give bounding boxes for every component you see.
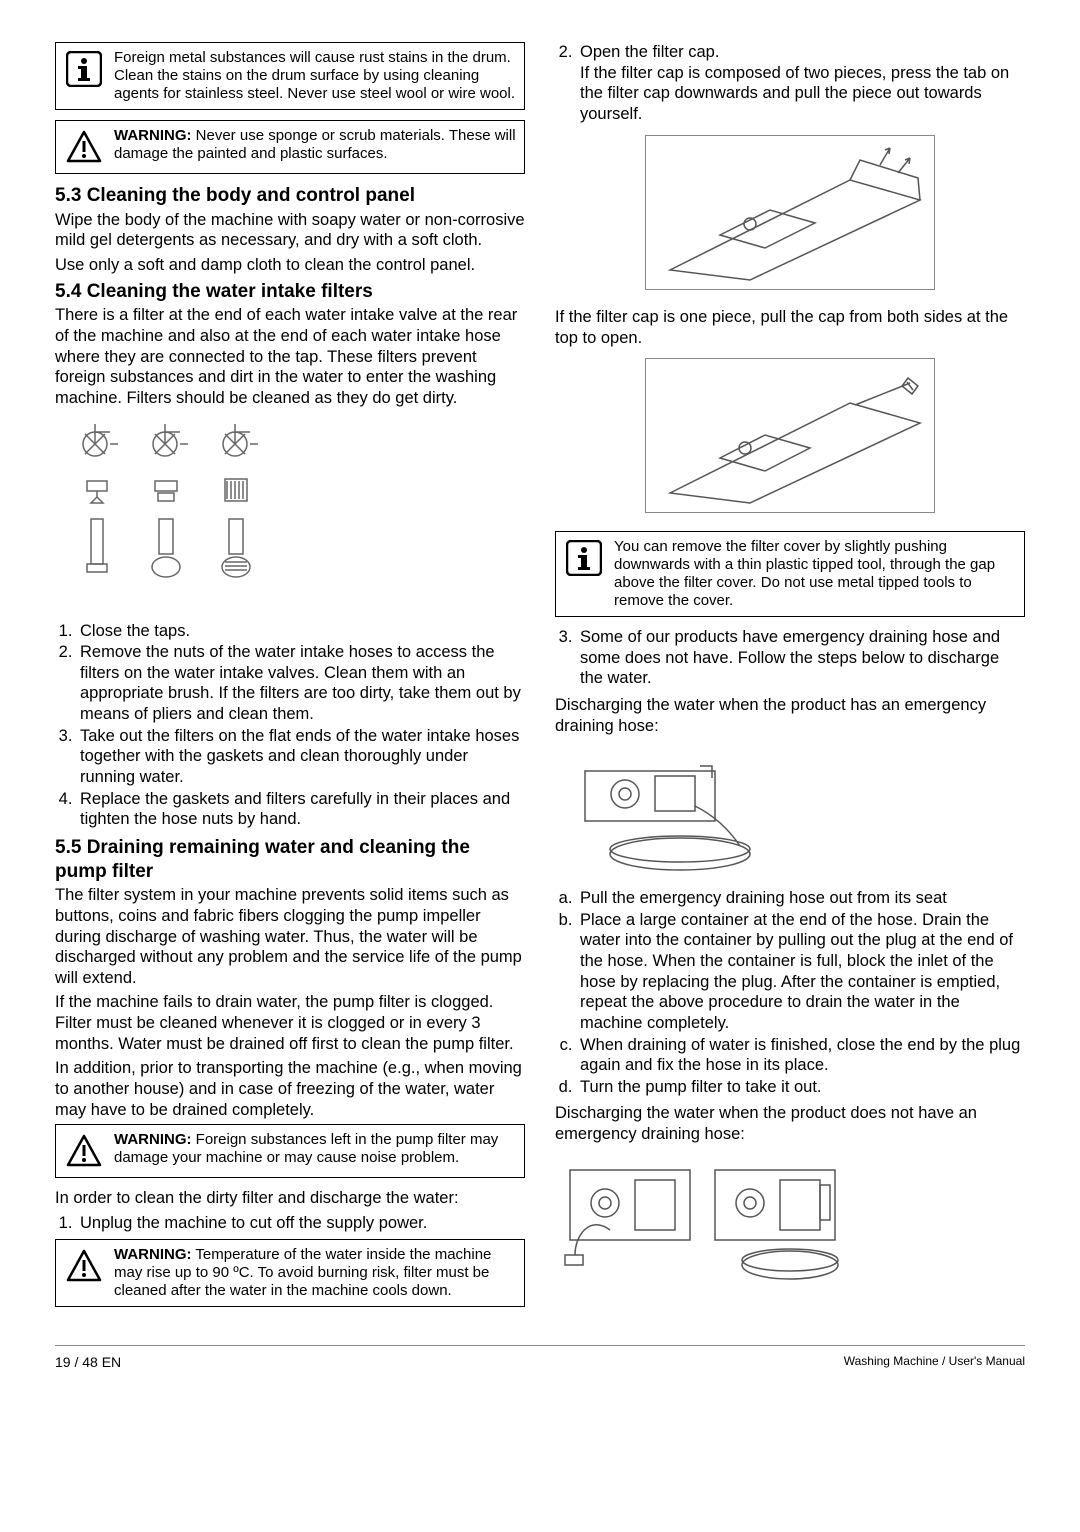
list-continued: Open the filter cap. If the filter cap i… [555,42,1025,125]
warning-text: WARNING: Never use sponge or scrub mater… [114,127,516,163]
figure-filter-cap-one-piece [555,358,1025,519]
list-item: Replace the gaskets and filters carefull… [77,789,525,830]
info-icon [564,538,604,578]
paragraph: The filter system in your machine preven… [55,885,525,988]
list-item: Take out the filters on the flat ends of… [77,726,525,788]
list-item: Turn the pump filter to take it out. [577,1077,1025,1098]
figure-water-filters [55,419,525,609]
warning-text: WARNING: Temperature of the water inside… [114,1246,516,1300]
list-item: Unplug the machine to cut off the supply… [77,1213,525,1234]
heading-5-3: 5.3 Cleaning the body and control panel [55,184,525,208]
page-number: 19 / 48 EN [55,1354,121,1372]
list-5-4: Close the taps. Remove the nuts of the w… [55,621,525,830]
paragraph: Discharging the water when the product d… [555,1103,1025,1144]
warning-callout: WARNING: Foreign substances left in the … [55,1124,525,1178]
list-5-5: Unplug the machine to cut off the supply… [55,1213,525,1234]
warning-icon [64,127,104,167]
list-item: Close the taps. [77,621,525,642]
left-column: Foreign metal substances will cause rust… [55,42,525,1317]
figure-filter-cap-two-piece [555,135,1025,296]
right-column: Open the filter cap. If the filter cap i… [555,42,1025,1317]
list-item: Pull the emergency draining hose out fro… [577,888,1025,909]
info-callout: Foreign metal substances will cause rust… [55,42,525,110]
heading-5-5: 5.5 Draining remaining water and cleanin… [55,836,525,884]
paragraph: In order to clean the dirty filter and d… [55,1188,525,1209]
info-text: You can remove the filter cover by sligh… [614,538,1016,610]
list-item: Some of our products have emergency drai… [577,627,1025,689]
figure-emergency-hose [555,746,1025,876]
figure-no-emergency-hose [555,1155,1025,1290]
list-alpha: Pull the emergency draining hose out fro… [555,888,1025,1097]
info-text: Foreign metal substances will cause rust… [114,49,516,103]
heading-5-4: 5.4 Cleaning the water intake filters [55,280,525,304]
warning-callout: WARNING: Temperature of the water inside… [55,1239,525,1307]
list-item: Place a large container at the end of th… [577,910,1025,1034]
paragraph: Use only a soft and damp cloth to clean … [55,255,525,276]
info-callout: You can remove the filter cover by sligh… [555,531,1025,617]
paragraph: In addition, prior to transporting the m… [55,1058,525,1120]
list-continued: Some of our products have emergency drai… [555,627,1025,689]
paragraph: There is a filter at the end of each wat… [55,305,525,408]
list-item: Open the filter cap. If the filter cap i… [577,42,1025,125]
paragraph: If the machine fails to drain water, the… [55,992,525,1054]
page-footer: 19 / 48 EN Washing Machine / User's Manu… [55,1345,1025,1372]
list-item: Remove the nuts of the water intake hose… [77,642,525,725]
paragraph: Discharging the water when the product h… [555,695,1025,736]
paragraph: If the filter cap is one piece, pull the… [555,307,1025,348]
warning-callout: WARNING: Never use sponge or scrub mater… [55,120,525,174]
list-item: When draining of water is finished, clos… [577,1035,1025,1076]
warning-icon [64,1131,104,1171]
manual-title: Washing Machine / User's Manual [844,1354,1025,1372]
warning-text: WARNING: Foreign substances left in the … [114,1131,516,1167]
warning-icon [64,1246,104,1286]
paragraph: Wipe the body of the machine with soapy … [55,210,525,251]
info-icon [64,49,104,89]
